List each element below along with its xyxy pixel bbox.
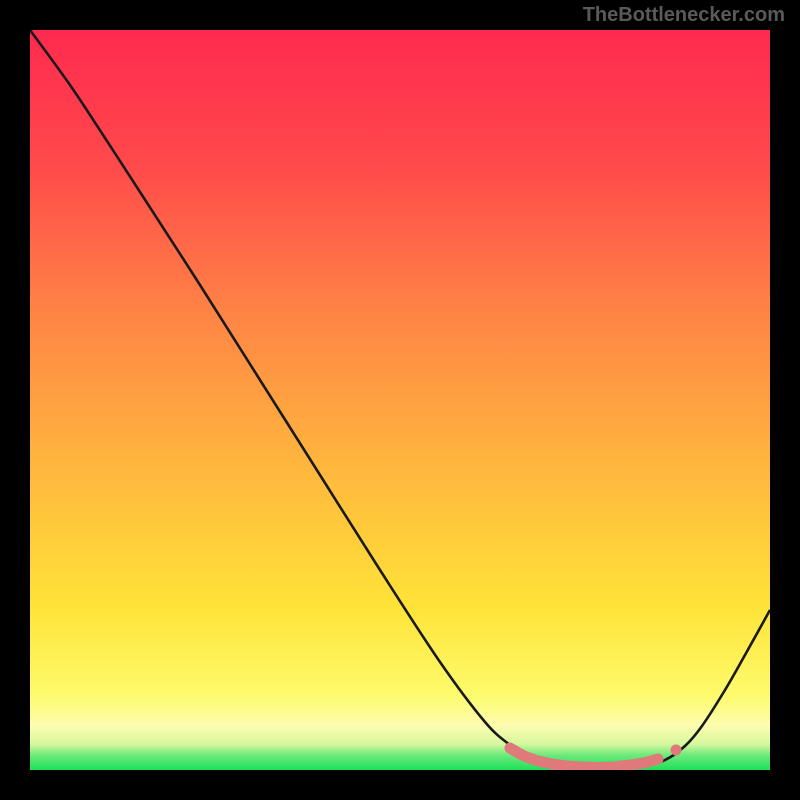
chart-svg: [30, 30, 770, 770]
gradient-background: [30, 30, 770, 770]
plot-area: [30, 30, 770, 770]
chart-container: TheBottlenecker.com: [0, 0, 800, 800]
optimal-range-end-dot: [671, 745, 682, 756]
attribution-text: TheBottlenecker.com: [583, 4, 785, 27]
